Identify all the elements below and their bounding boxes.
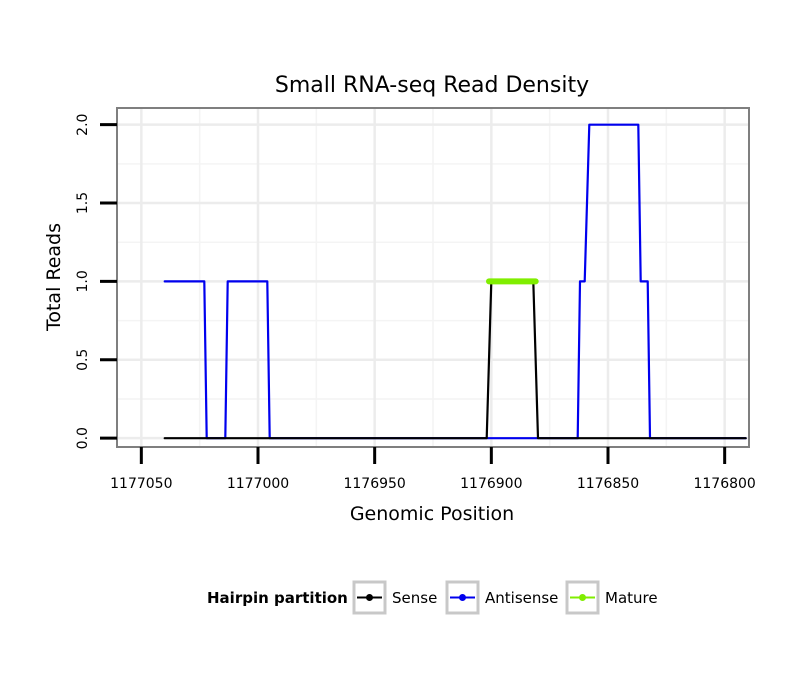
- legend-item-mature: Mature: [565, 580, 658, 615]
- legend-label: Antisense: [485, 589, 558, 607]
- grid-minor: [118, 109, 748, 446]
- legend-key-point: [459, 594, 466, 601]
- legend-label: Mature: [605, 589, 658, 607]
- legend-key-point: [579, 594, 586, 601]
- grid-major: [118, 109, 748, 446]
- series-layer: [163, 123, 747, 440]
- legend-title: Hairpin partition: [207, 589, 348, 607]
- legend-label: Sense: [392, 589, 437, 607]
- legend-key-point: [366, 594, 373, 601]
- y-tick-label: 0.0: [75, 427, 91, 449]
- x-tick-label: 1176800: [693, 476, 755, 492]
- x-tick-label: 1176950: [343, 476, 405, 492]
- x-tick-label: 1177000: [227, 476, 289, 492]
- x-axis-title: Genomic Position: [350, 503, 514, 525]
- y-tick-label: 1.5: [75, 192, 91, 214]
- legend: Hairpin partition Sense Antisense Mature: [207, 580, 658, 615]
- y-axis-title: Total Reads: [43, 223, 65, 332]
- x-tick-label: 1177050: [110, 476, 172, 492]
- chart-title: Small RNA-seq Read Density: [275, 73, 589, 98]
- x-axis: 1177050 1177000 1176950 1176900 1176850 11768…: [110, 447, 756, 492]
- y-axis: 0.0 0.5 1.0 1.5 2.0: [75, 114, 117, 449]
- y-tick-label: 1.0: [75, 270, 91, 292]
- y-tick-label: 0.5: [75, 349, 91, 371]
- legend-item-antisense: Antisense: [445, 580, 558, 615]
- y-tick-label: 2.0: [75, 114, 91, 136]
- x-tick-label: 1176850: [577, 476, 639, 492]
- x-tick-label: 1176900: [460, 476, 522, 492]
- plot-panel-border: [116, 107, 750, 448]
- legend-item-sense: Sense: [352, 580, 437, 615]
